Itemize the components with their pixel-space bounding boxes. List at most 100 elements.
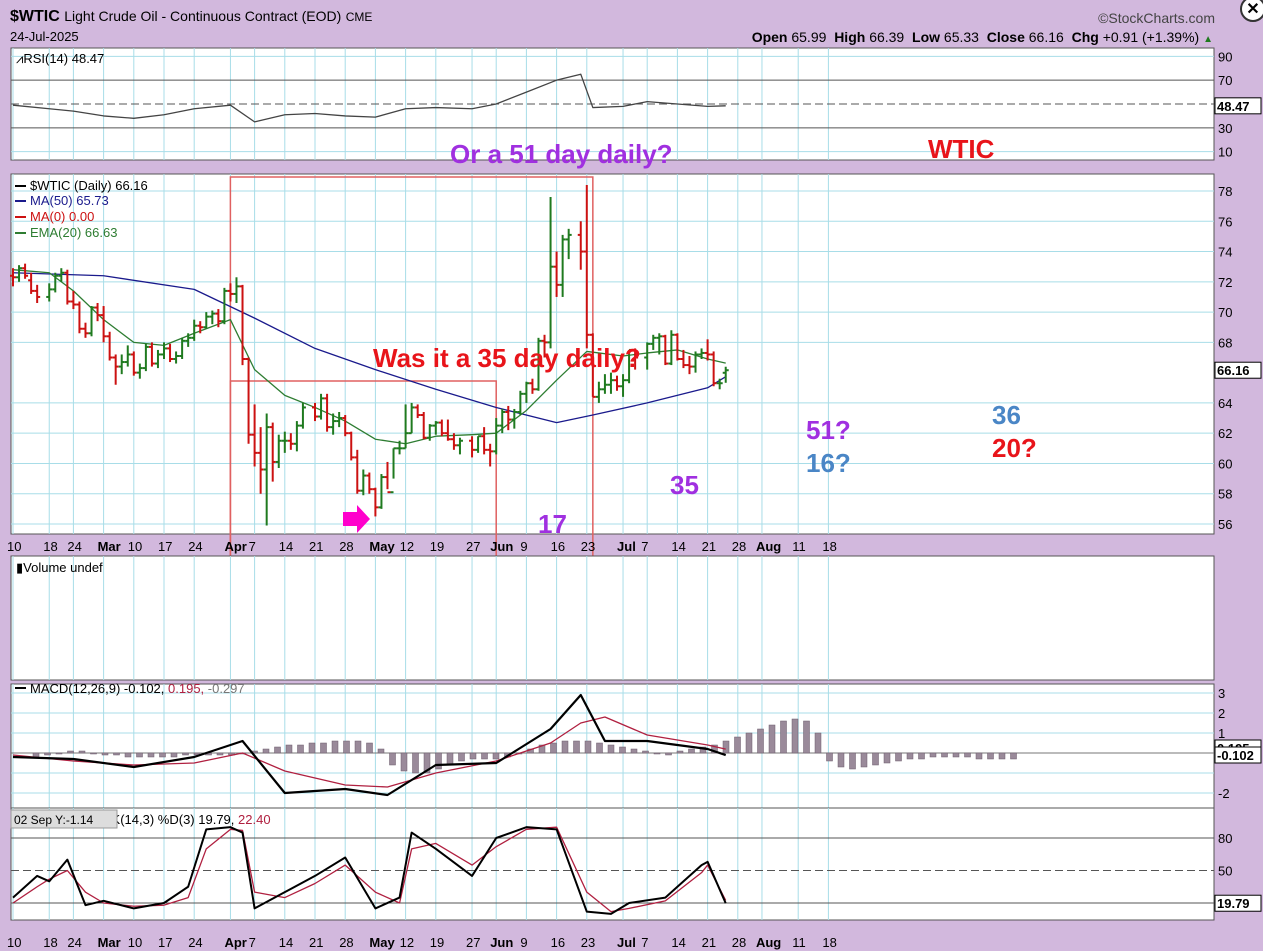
annotation-36: 36: [992, 400, 1021, 430]
ohlc-bar: [644, 342, 651, 370]
price-tick-label: 56: [1218, 517, 1232, 532]
close-label: Close: [986, 29, 1025, 45]
up-triangle-icon: ▲: [1203, 34, 1213, 45]
rsi-tick-label: 10: [1218, 145, 1232, 160]
ohlc-bar: [444, 419, 451, 441]
x-tick-label: 7: [641, 539, 648, 554]
exchange: CME: [345, 10, 373, 24]
ohlc-bar: [662, 334, 669, 366]
macd-legend-signal: 0.195,: [168, 681, 208, 696]
macd-tick-label: -2: [1218, 786, 1230, 801]
annotation-16: 16?: [806, 448, 851, 478]
ohlc-bar: [148, 342, 155, 367]
rsi-last-value-text: 48.47: [1217, 99, 1250, 114]
macd-histogram-bar: [929, 752, 937, 758]
ohlc-bar: [541, 334, 548, 358]
macd-legend-main: MACD(12,26,9) -0.102,: [30, 681, 168, 696]
ohlc-bar: [130, 351, 137, 376]
macd-histogram-bar: [55, 752, 63, 755]
chg-value: +0.91 (+1.39%): [1102, 29, 1200, 45]
macd-histogram-bar: [653, 752, 661, 755]
macd-tick-label: 1: [1218, 726, 1225, 741]
annotation-17: 17: [538, 509, 567, 539]
macd-histogram-bar: [274, 746, 281, 754]
macd-histogram-bar: [964, 752, 971, 758]
ohlc-bar: [118, 354, 125, 375]
macd-histogram-bar: [159, 752, 166, 758]
chart-date: 24-Jul-2025: [10, 29, 79, 44]
ohlc-bar: [577, 221, 584, 270]
low-value: 65.33: [943, 29, 979, 45]
macd-histogram-bar: [136, 752, 143, 758]
macd-histogram-bar: [573, 740, 580, 754]
ohlc-bar: [269, 422, 276, 482]
x-tick-label: 28: [732, 935, 746, 950]
ohlc-bar: [607, 372, 614, 394]
ohlc-bar: [112, 354, 119, 385]
ohlc-bar: [595, 381, 602, 403]
price-tick-label: 70: [1218, 305, 1232, 320]
x-tick-label: 19: [430, 539, 444, 554]
ohlc-bar: [76, 301, 83, 334]
ohlc-bar: [626, 348, 633, 384]
ohlc-bar: [456, 437, 463, 455]
macd-histogram-bar: [297, 744, 304, 754]
ohlc-bar: [656, 333, 663, 355]
ohlc-bar: [70, 290, 77, 310]
macd-histogram-bar: [849, 752, 856, 770]
annotation-51-day-question: Or a 51 day daily?: [450, 139, 673, 169]
close-icon[interactable]: ✕: [1240, 0, 1263, 22]
x-tick-label: 18: [43, 539, 57, 554]
ohlc-bar: [583, 184, 590, 349]
ohlc-bar: [34, 284, 41, 304]
macd-histogram-bar: [78, 750, 86, 754]
ohlc-bar: [704, 339, 711, 361]
ohlc-bar: [414, 404, 421, 419]
symbol: $WTIC: [10, 8, 60, 25]
x-tick-label: 23: [581, 935, 595, 950]
macd-legend-hist: -0.297: [208, 681, 245, 696]
ohlc-bar: [722, 366, 729, 383]
price-last-value-text: 66.16: [1217, 363, 1250, 378]
macd-histogram-bar: [550, 742, 557, 754]
x-tick-label: 9: [520, 935, 527, 950]
title-bar: $WTIC Light Crude Oil - Continuous Contr…: [10, 8, 372, 26]
macd-histogram-bar: [676, 750, 684, 754]
ohlc-bar: [142, 343, 149, 372]
macd-histogram-bar: [734, 736, 741, 754]
macd-histogram-bar: [699, 746, 707, 754]
ohlc-bar: [354, 449, 361, 494]
macd-histogram-bar: [538, 744, 546, 754]
x-tick-label: Mar: [98, 935, 121, 950]
ohlc-bar: [22, 263, 29, 279]
x-tick-label: 21: [702, 935, 716, 950]
x-tick-label: 16: [551, 935, 565, 950]
ohlc-bar: [432, 421, 439, 435]
ohlc-bar: [16, 265, 23, 282]
x-tick-label: 21: [309, 539, 323, 554]
macd-histogram-bar: [182, 752, 189, 756]
stochastic-d-line: [12, 826, 727, 913]
price-tick-label: 78: [1218, 184, 1232, 199]
price-legend-entry: EMA(20) 66.63: [30, 225, 117, 240]
price-legend-entry: MA(50) 65.73: [30, 193, 109, 208]
ohlc-bar: [82, 322, 89, 338]
ohlc-bar: [336, 411, 343, 428]
ohlc-bar: [372, 487, 379, 517]
ohlc-bar: [553, 251, 560, 297]
macd-histogram-bar: [366, 742, 373, 754]
ohlc-bar: [589, 333, 596, 398]
macd-last-value-text: -0.102: [1217, 748, 1254, 763]
x-tick-label: 14: [279, 935, 293, 950]
macd-histogram-bar: [216, 752, 224, 756]
ohlc-bar: [203, 312, 210, 329]
x-tick-label: Mar: [98, 539, 121, 554]
ohlc-bar: [674, 333, 681, 361]
macd-histogram-bar: [331, 740, 339, 754]
price-legend-entry: $WTIC (Daily) 66.16: [30, 178, 148, 193]
macd-histogram-bar: [872, 752, 879, 766]
ohlc-bar: [487, 443, 494, 467]
x-tick-label: 24: [67, 935, 81, 950]
annotation-51: 51?: [806, 415, 851, 445]
ohlc-bar: [601, 374, 608, 394]
